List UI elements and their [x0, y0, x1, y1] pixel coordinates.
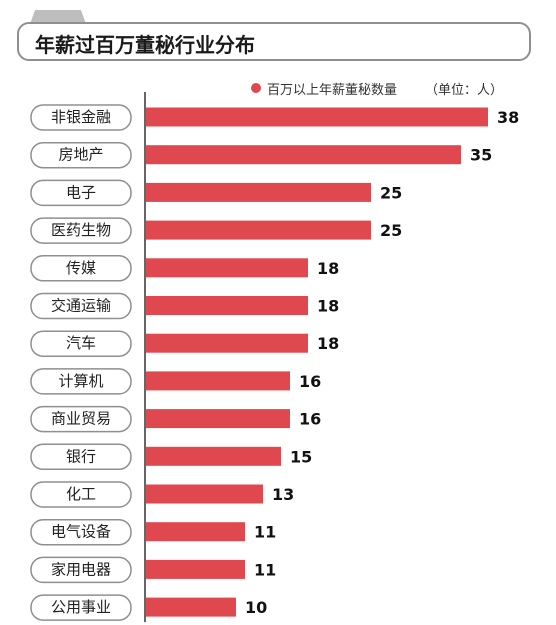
data-label: 11	[254, 560, 276, 579]
category-label: 电子	[66, 183, 96, 201]
category-label-box	[30, 518, 132, 546]
category-label-box	[30, 104, 132, 131]
category-label-box	[30, 405, 132, 433]
data-label: 18	[317, 297, 339, 316]
bar	[146, 296, 308, 315]
chart-title: 年薪过百万董秘行业分布	[35, 33, 255, 57]
category-label: 传媒	[66, 259, 96, 277]
category-label: 非银金融	[51, 108, 111, 126]
title-box: 年薪过百万董秘行业分布	[17, 22, 531, 61]
legend: 百万以上年薪董秘数量 （单位：人）	[251, 78, 503, 98]
bar	[146, 409, 290, 429]
category-label: 家用电器	[51, 560, 111, 578]
legend-label: 百万以上年薪董秘数量	[267, 82, 398, 98]
bar	[146, 371, 290, 391]
category-label-box	[30, 179, 132, 207]
category-label-box	[30, 594, 132, 621]
data-label: 25	[380, 183, 402, 202]
bar	[146, 182, 371, 202]
legend-marker	[251, 83, 261, 93]
data-label: 35	[470, 146, 492, 165]
category-label-box	[30, 292, 132, 320]
data-label: 13	[272, 485, 294, 504]
data-label: 16	[299, 372, 321, 391]
category-label-box	[30, 556, 132, 584]
bar	[146, 107, 488, 127]
category-label-box	[30, 330, 132, 357]
category-label: 银行	[66, 447, 96, 465]
category-label: 计算机	[58, 372, 103, 390]
data-label: 10	[245, 598, 267, 617]
bar	[146, 484, 263, 504]
bar	[146, 446, 281, 466]
category-label: 房地产	[58, 146, 103, 164]
bar	[146, 220, 371, 240]
category-label: 交通运输	[51, 297, 111, 315]
category-label-box	[30, 255, 132, 282]
bar	[146, 597, 236, 617]
bar	[146, 559, 245, 579]
category-label-box	[30, 141, 132, 169]
bar	[146, 333, 308, 353]
data-label: 16	[299, 410, 321, 429]
bar	[146, 522, 245, 542]
category-label-box	[30, 368, 132, 395]
data-label: 18	[317, 259, 339, 278]
title-tab-decoration	[30, 10, 86, 24]
data-label: 11	[254, 523, 276, 542]
category-label-box	[30, 481, 132, 508]
category-label: 公用事业	[51, 598, 111, 616]
category-label-box	[30, 443, 132, 471]
category-label: 电气设备	[51, 523, 111, 541]
category-label-box	[30, 217, 132, 244]
data-label: 38	[497, 108, 519, 127]
data-label: 25	[380, 221, 402, 240]
bar	[146, 258, 308, 278]
bar	[146, 145, 461, 165]
data-label: 18	[317, 334, 339, 353]
category-label: 化工	[66, 485, 96, 503]
category-label: 商业贸易	[51, 410, 111, 428]
category-label: 汽车	[66, 334, 96, 352]
data-label: 15	[290, 447, 312, 466]
unit-label: （单位：人）	[425, 82, 504, 98]
category-label: 医药生物	[51, 221, 111, 239]
